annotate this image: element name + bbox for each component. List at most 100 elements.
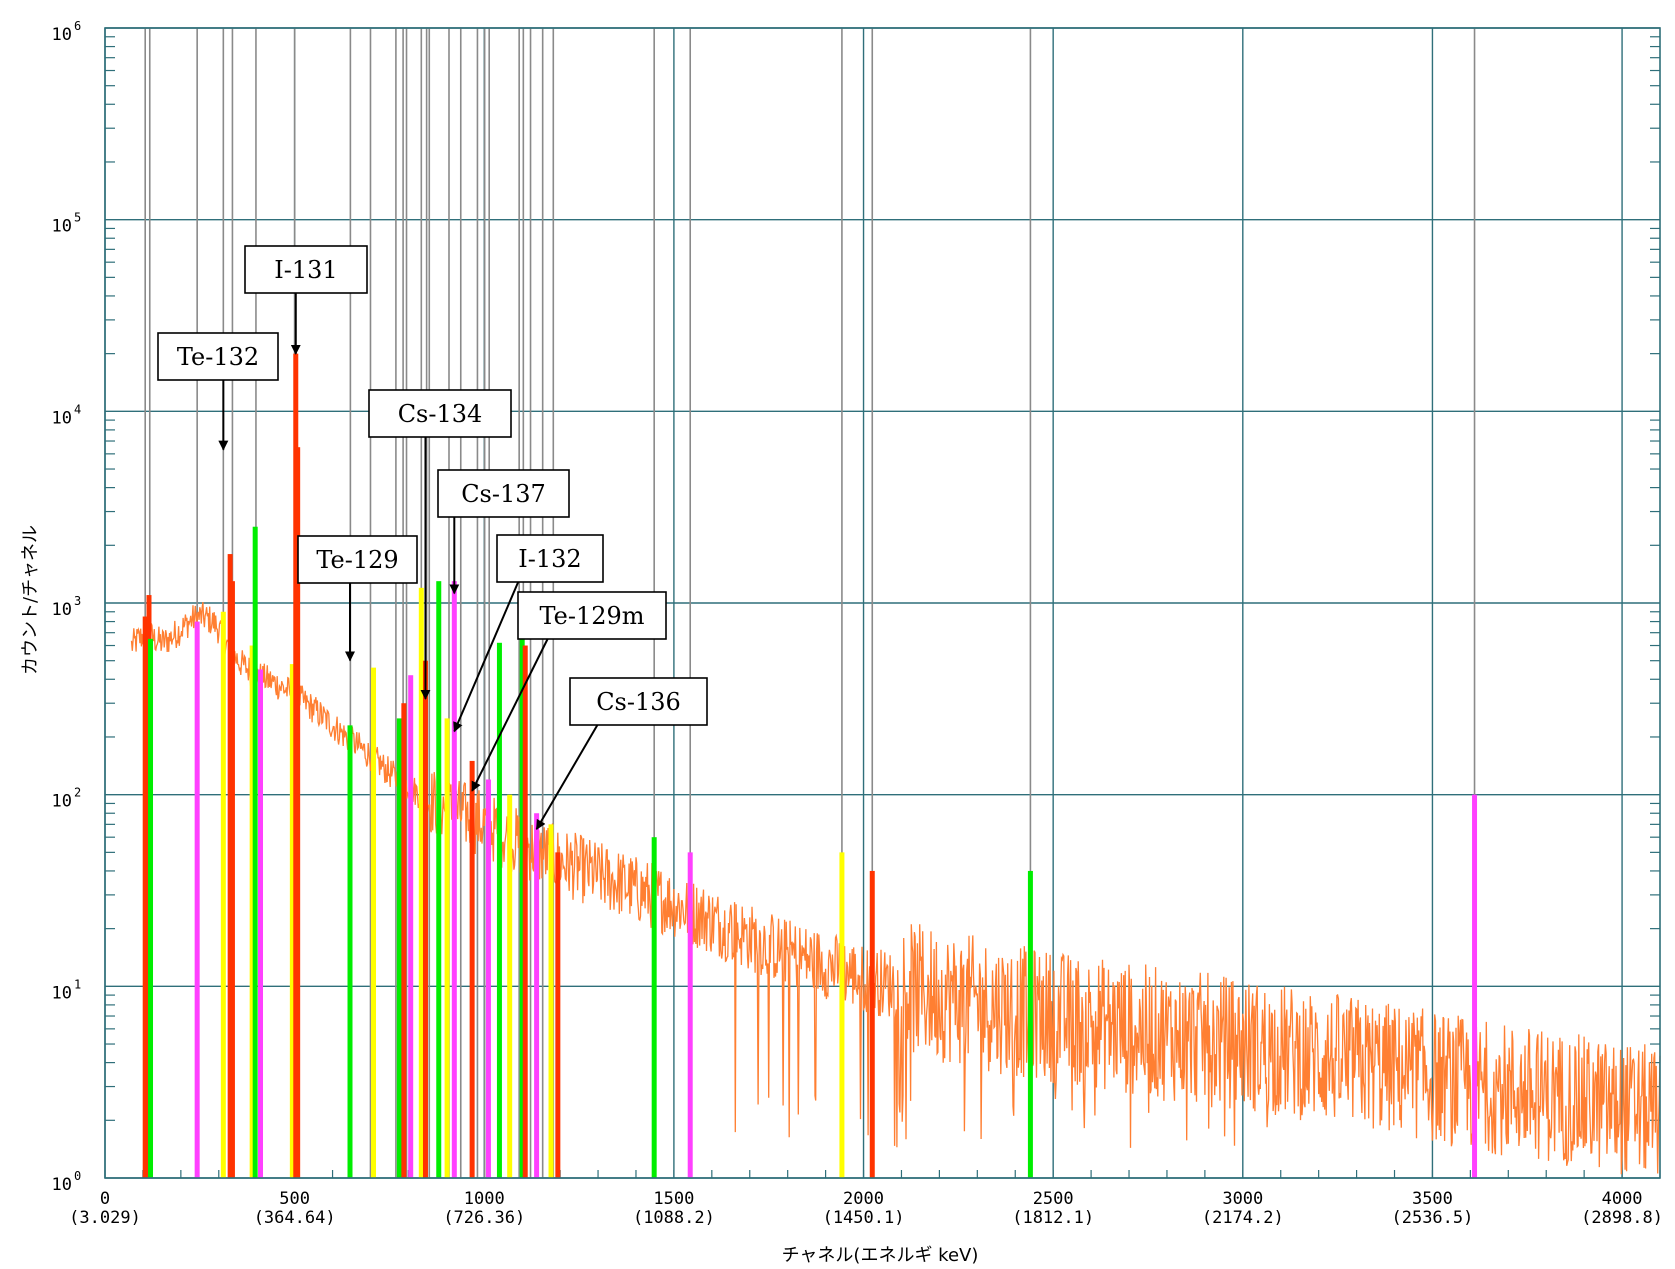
peak-marker [252, 526, 258, 1178]
peak-marker [289, 664, 295, 1178]
x-axis-ticks: 0(3.029) 500(364.64) 1000(726.36) 1500(1088… [69, 1189, 1663, 1228]
peak-marker [436, 581, 442, 1178]
peak-marker [548, 824, 554, 1178]
x-tick-energy-label: (1450.1) [823, 1208, 905, 1228]
annotation-label: Cs-134 [398, 400, 483, 428]
peak-marker [401, 703, 407, 1178]
peak-marker [371, 667, 377, 1178]
peak-marker [422, 660, 428, 1178]
annotation-arrow [535, 724, 599, 831]
x-tick-label: 1500 [653, 1189, 694, 1209]
y-tick-label: 10 [52, 408, 72, 428]
spectrum-line [130, 602, 1661, 1175]
peak-marker [687, 852, 693, 1178]
annotation-label: Te-129 [316, 546, 398, 574]
peak-markers [142, 353, 1478, 1178]
peak-marker [148, 638, 154, 1178]
annotation-cs-137: Cs-137 [437, 469, 570, 595]
y-tick-label: 10 [52, 1175, 72, 1195]
peak-marker [651, 837, 657, 1178]
annotation-i-132: I-132 [453, 534, 604, 733]
y-axis-label: カウント/チャネル [20, 525, 41, 675]
peak-marker [258, 669, 263, 1178]
annotation-te-132: Te-132 [157, 332, 279, 451]
annotation-box [297, 535, 418, 584]
annotation-box [437, 469, 570, 518]
y-tick-label: 10 [52, 25, 72, 45]
y-tick-exponent: 4 [74, 402, 81, 416]
peak-marker [408, 675, 414, 1178]
x-tick-label: 0 [100, 1189, 110, 1209]
x-tick-label: 3000 [1222, 1189, 1263, 1209]
peak-marker [396, 718, 402, 1178]
spectrum-series [130, 602, 1661, 1175]
nuclide-annotations: I-131 Te-132 Cs-134 Cs-137 Te-129 I-132 Te-129… [157, 245, 708, 831]
x-tick-energy-label: (2898.8) [1581, 1208, 1663, 1228]
peak-marker [418, 587, 424, 1178]
x-tick-label: 1000 [464, 1189, 505, 1209]
peak-marker [444, 718, 450, 1178]
peak-marker [194, 621, 200, 1178]
peak-marker [295, 447, 301, 1178]
peak-marker [522, 645, 528, 1178]
y-tick-label: 10 [52, 983, 72, 1003]
annotation-i-131: I-131 [244, 245, 368, 355]
peak-marker [469, 760, 475, 1178]
x-tick-energy-label: (1088.2) [633, 1208, 715, 1228]
y-tick-label: 10 [52, 792, 72, 812]
peak-marker [519, 611, 525, 1178]
annotation-box [496, 534, 604, 583]
annotation-label: Cs-136 [596, 688, 681, 716]
x-tick-energy-label: (3.029) [69, 1208, 141, 1228]
y-tick-exponent: 5 [74, 211, 81, 225]
annotation-te-129m: Te-129m [471, 591, 667, 792]
y-tick-exponent: 0 [74, 1169, 81, 1183]
annotation-box [244, 245, 368, 294]
peak-marker [496, 642, 502, 1178]
annotation-label: Te-132 [177, 343, 259, 371]
x-tick-energy-label: (726.36) [443, 1208, 525, 1228]
x-tick-label: 2500 [1033, 1189, 1074, 1209]
peak-marker [555, 852, 561, 1178]
y-tick-exponent: 2 [74, 786, 81, 800]
peak-marker [451, 581, 457, 1178]
y-tick-label: 10 [52, 217, 72, 237]
x-tick-label: 500 [279, 1189, 310, 1209]
x-tick-label: 3500 [1412, 1189, 1453, 1209]
plot-border [104, 27, 1661, 1179]
annotation-arrow [471, 638, 549, 792]
peak-marker [869, 870, 875, 1178]
annotation-label: I-132 [518, 545, 581, 573]
y-tick-exponent: 1 [74, 977, 81, 991]
peak-marker [534, 813, 540, 1178]
annotation-box [368, 389, 512, 438]
peak-marker [839, 852, 845, 1178]
annotation-box [157, 332, 279, 381]
annotation-cs-136: Cs-136 [535, 677, 708, 831]
y-tick-exponent: 6 [74, 19, 81, 33]
peak-marker [507, 794, 513, 1178]
peak-marker [1027, 870, 1033, 1178]
x-tick-energy-label: (1812.1) [1012, 1208, 1094, 1228]
annotation-cs-134: Cs-134 [368, 389, 512, 700]
annotation-box [517, 591, 667, 640]
peak-marker [229, 581, 235, 1178]
peak-marker [485, 779, 491, 1178]
x-tick-energy-label: (2536.5) [1391, 1208, 1473, 1228]
x-tick-energy-label: (2174.2) [1202, 1208, 1284, 1228]
peak-marker [249, 645, 255, 1178]
peak-marker [220, 611, 226, 1178]
plot-frame [104, 27, 1661, 1179]
annotation-box [569, 677, 708, 726]
x-tick-label: 2000 [843, 1189, 884, 1209]
annotation-arrow [453, 581, 520, 733]
y-tick-label: 10 [52, 600, 72, 620]
x-tick-label: 4000 [1602, 1189, 1643, 1209]
peak-marker [347, 725, 353, 1178]
x-tick-energy-label: (364.64) [254, 1208, 336, 1228]
peak-marker [1472, 794, 1478, 1178]
x-axis-label: チャネル(エネルギ keV) [782, 1245, 979, 1266]
peak-marker [142, 616, 148, 1178]
